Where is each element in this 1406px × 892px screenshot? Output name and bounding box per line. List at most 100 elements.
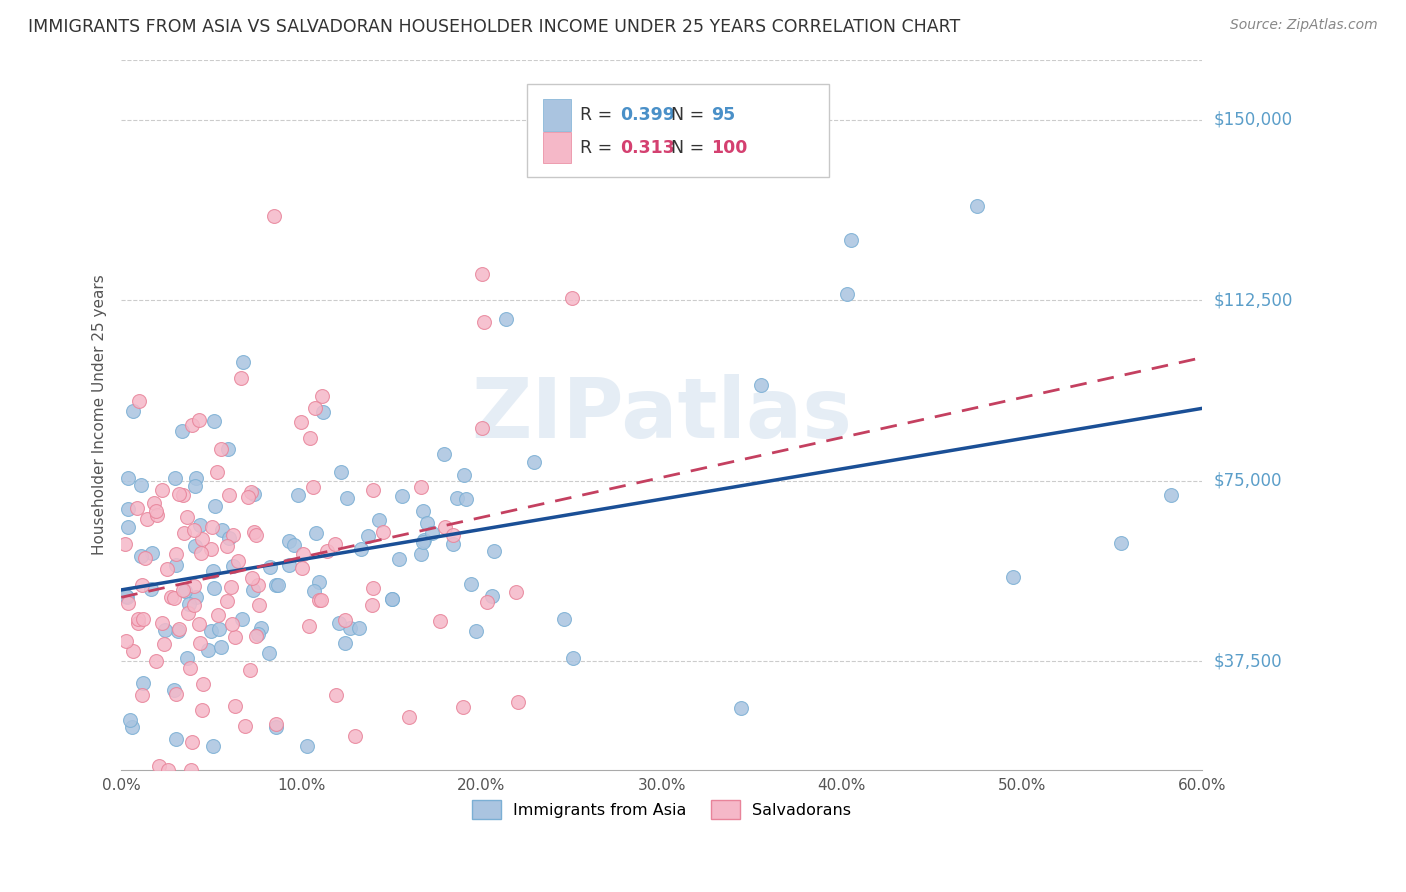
Point <box>277 533 299 548</box>
Point <box>412 534 434 549</box>
Point <box>368 513 391 527</box>
FancyBboxPatch shape <box>543 99 571 130</box>
Point <box>238 664 260 678</box>
Point <box>471 421 494 435</box>
Point <box>200 624 222 639</box>
Point <box>145 654 167 668</box>
Text: R =: R = <box>579 106 617 124</box>
Point <box>1160 488 1182 502</box>
Point <box>167 622 190 636</box>
Point <box>333 636 356 650</box>
Text: 100: 100 <box>711 138 748 157</box>
Point <box>433 447 456 461</box>
Point <box>523 455 546 469</box>
Point <box>153 637 176 651</box>
Point <box>1109 536 1132 550</box>
Point <box>191 703 214 717</box>
Point <box>204 499 226 513</box>
Point <box>165 688 187 702</box>
Point <box>117 596 139 610</box>
Point <box>453 467 475 482</box>
Point <box>156 561 179 575</box>
Point <box>188 413 211 427</box>
Point <box>232 354 254 368</box>
Point <box>420 525 443 540</box>
Point <box>202 565 225 579</box>
Point <box>263 209 285 223</box>
Text: $112,500: $112,500 <box>1213 292 1292 310</box>
Point <box>153 623 176 637</box>
Point <box>188 517 211 532</box>
Point <box>187 617 209 632</box>
Point <box>165 558 187 572</box>
Point <box>132 675 155 690</box>
Point <box>298 619 321 633</box>
Point <box>127 616 149 631</box>
Point <box>240 571 263 585</box>
Point <box>207 607 229 622</box>
Point <box>163 683 186 698</box>
Legend: Immigrants from Asia, Salvadorans: Immigrants from Asia, Salvadorans <box>465 793 858 826</box>
Point <box>229 371 252 385</box>
Point <box>191 677 214 691</box>
Point <box>163 591 186 605</box>
Point <box>264 720 287 734</box>
Text: N =: N = <box>672 106 710 124</box>
Point <box>411 480 433 494</box>
Text: IMMIGRANTS FROM ASIA VS SALVADORAN HOUSEHOLDER INCOME UNDER 25 YEARS CORRELATION: IMMIGRANTS FROM ASIA VS SALVADORAN HOUSE… <box>28 18 960 36</box>
Point <box>115 634 138 648</box>
Point <box>245 528 267 542</box>
Point <box>472 315 495 329</box>
Point <box>172 488 194 502</box>
Point <box>117 471 139 485</box>
Point <box>117 520 139 534</box>
Point <box>416 516 439 531</box>
Point <box>242 582 264 597</box>
Point <box>183 598 205 612</box>
Point <box>141 546 163 560</box>
Point <box>381 591 404 606</box>
Point <box>506 695 529 709</box>
Point <box>837 287 859 301</box>
Point <box>295 739 318 753</box>
Point <box>277 558 299 572</box>
Point <box>231 611 253 625</box>
Point <box>184 539 207 553</box>
Point <box>117 590 139 604</box>
Point <box>247 598 270 612</box>
Point <box>190 636 212 650</box>
Point <box>176 651 198 665</box>
Point <box>259 646 281 660</box>
Point <box>131 578 153 592</box>
Point <box>391 489 413 503</box>
Point <box>222 559 245 574</box>
Point <box>128 394 150 409</box>
Point <box>456 492 478 507</box>
Point <box>475 595 498 609</box>
Text: 0.399: 0.399 <box>620 106 675 124</box>
Point <box>264 577 287 591</box>
Point <box>291 561 314 575</box>
Text: $37,500: $37,500 <box>1213 652 1282 670</box>
Point <box>208 622 231 636</box>
Point <box>122 404 145 418</box>
Point <box>304 525 326 540</box>
Point <box>121 643 143 657</box>
Point <box>125 500 148 515</box>
Point <box>127 612 149 626</box>
Point <box>299 432 322 446</box>
Point <box>218 488 240 502</box>
Point <box>453 700 475 714</box>
Point <box>482 543 505 558</box>
Point <box>309 592 332 607</box>
Point <box>217 539 239 553</box>
Point <box>361 598 384 612</box>
Point <box>172 582 194 597</box>
Point <box>131 689 153 703</box>
Point <box>259 559 281 574</box>
Point <box>176 606 198 620</box>
Point <box>1001 570 1024 584</box>
Point <box>197 642 219 657</box>
Text: 95: 95 <box>711 106 735 124</box>
Point <box>283 538 305 552</box>
